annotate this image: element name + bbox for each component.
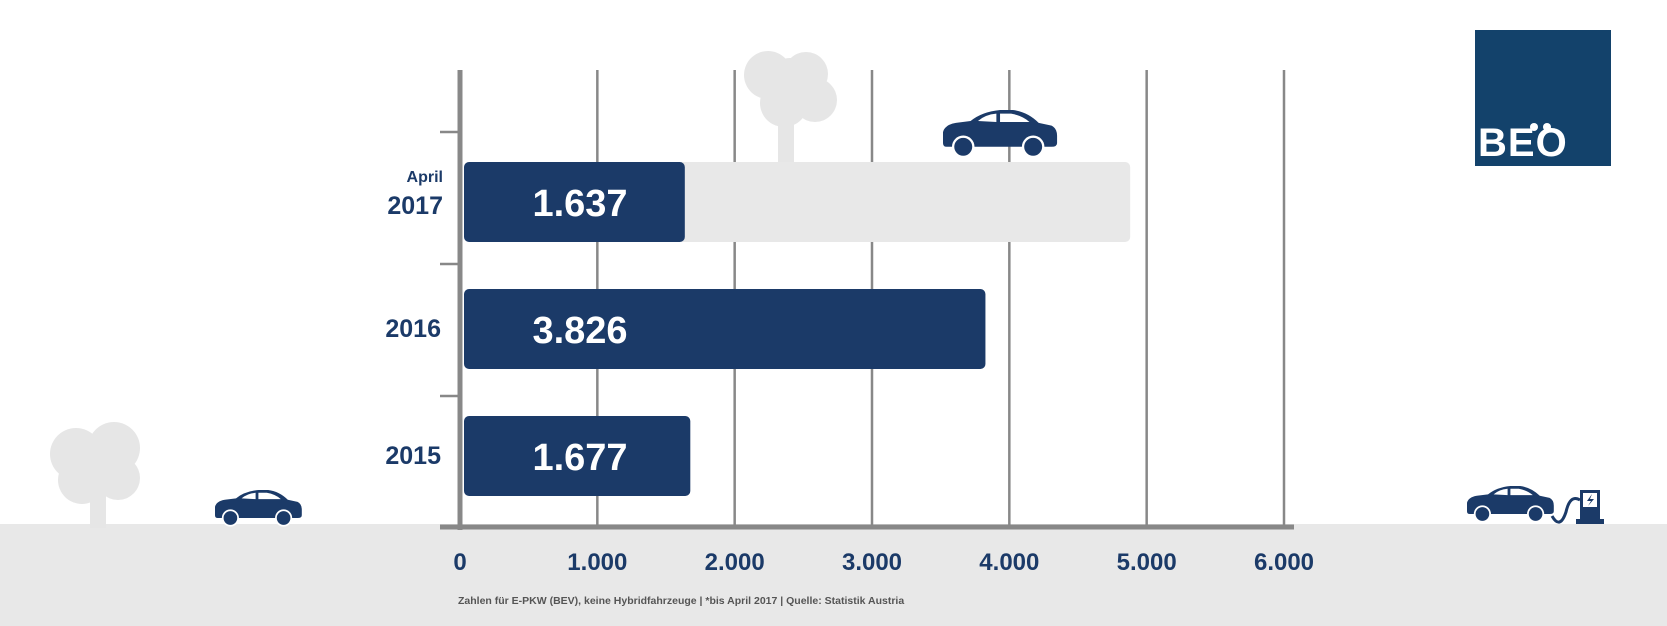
x-tick-label: 0 bbox=[453, 549, 466, 576]
bar bbox=[464, 289, 986, 369]
tree-icon bbox=[50, 422, 140, 528]
x-tick-label: 4.000 bbox=[979, 549, 1039, 576]
charging-station-icon bbox=[1576, 490, 1604, 524]
logo-text: BEO bbox=[1478, 121, 1568, 165]
source-footnote: Zahlen für E-PKW (BEV), keine Hybridfahr… bbox=[458, 595, 905, 607]
category-label: 2017 bbox=[387, 192, 443, 220]
bar bbox=[464, 416, 691, 496]
logo-dot bbox=[1543, 123, 1551, 131]
category-sublabel: April bbox=[407, 169, 443, 186]
bar bbox=[464, 162, 685, 242]
bar-value-label: 1.677 bbox=[532, 437, 627, 479]
ground-strip bbox=[0, 524, 1667, 626]
x-tick-label: 2.000 bbox=[705, 549, 765, 576]
bar-value-label: 3.826 bbox=[532, 310, 627, 352]
car-icon bbox=[214, 489, 303, 527]
beo-logo: BEO bbox=[1475, 30, 1611, 166]
charging-car-icon bbox=[1466, 485, 1581, 524]
category-label: 2016 bbox=[385, 315, 441, 343]
bar-value-label: 1.637 bbox=[532, 183, 627, 225]
category-label: 2015 bbox=[385, 442, 441, 470]
x-tick-label: 6.000 bbox=[1254, 549, 1314, 576]
car-icon bbox=[941, 108, 1059, 159]
x-tick-label: 3.000 bbox=[842, 549, 902, 576]
tree-icon bbox=[744, 51, 837, 166]
logo-dot bbox=[1530, 123, 1538, 131]
x-tick-label: 5.000 bbox=[1117, 549, 1177, 576]
x-tick-label: 1.000 bbox=[567, 549, 627, 576]
